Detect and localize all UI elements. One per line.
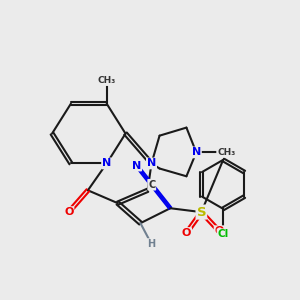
- Text: N: N: [147, 158, 156, 168]
- Text: N: N: [192, 147, 201, 158]
- Text: O: O: [64, 207, 74, 217]
- Text: CH₃: CH₃: [217, 148, 235, 157]
- Text: CH₃: CH₃: [98, 76, 116, 85]
- Text: O: O: [182, 228, 191, 238]
- Text: N: N: [102, 158, 111, 168]
- Text: S: S: [196, 206, 206, 219]
- Text: Cl: Cl: [218, 229, 229, 239]
- Text: N: N: [132, 160, 141, 170]
- Text: H: H: [147, 239, 156, 249]
- Text: C: C: [148, 180, 155, 190]
- Text: O: O: [214, 226, 224, 236]
